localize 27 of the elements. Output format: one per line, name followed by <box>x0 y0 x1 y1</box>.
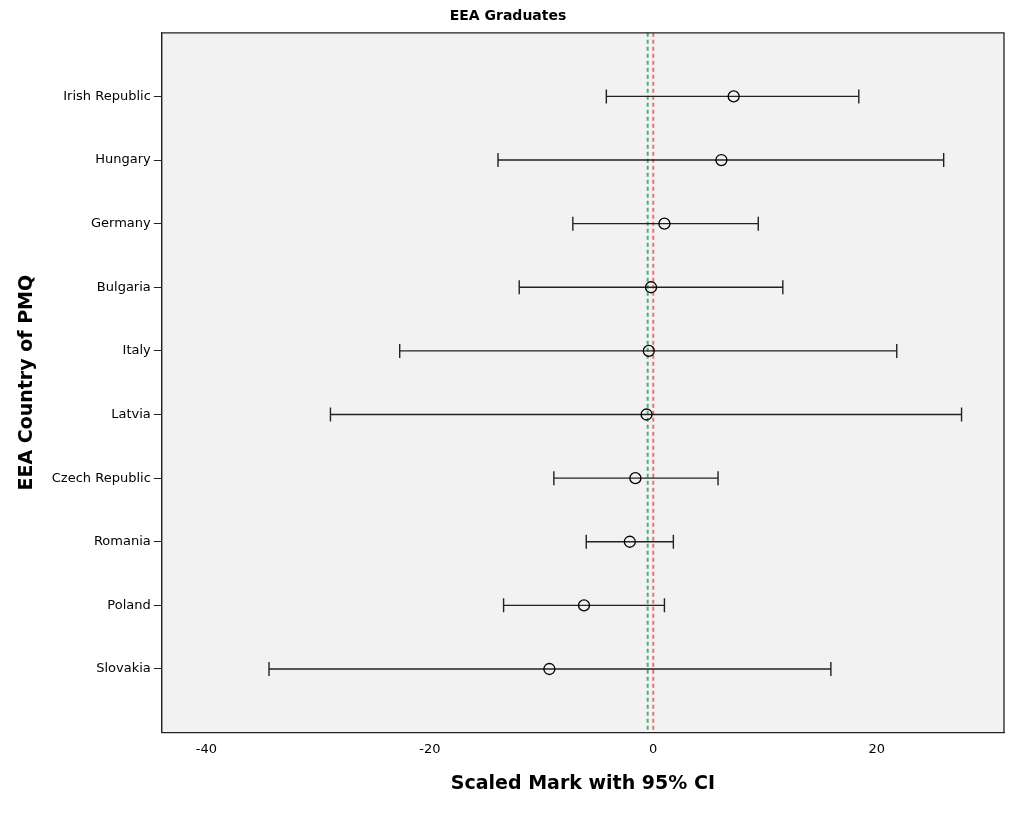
point <box>640 408 653 421</box>
point <box>629 471 642 485</box>
x-tick-label: 20 <box>868 740 885 756</box>
y-tick-label: Romania <box>93 533 151 549</box>
y-tick-label: Slovakia <box>96 660 151 676</box>
y-tick-label: Latvia <box>111 405 151 421</box>
point <box>715 153 728 167</box>
y-tick-label: Hungary <box>95 151 152 167</box>
y-tick-label: Italy <box>122 342 152 358</box>
x-tick-label: -40 <box>195 740 218 756</box>
x-axis-title: Scaled Mark with 95% CI <box>450 770 715 793</box>
point <box>577 599 591 612</box>
point <box>644 281 658 294</box>
point <box>727 90 740 103</box>
point <box>658 217 671 230</box>
x-tick-label: 0 <box>649 740 658 756</box>
point <box>623 535 636 548</box>
y-tick-label: Bulgaria <box>96 278 151 294</box>
point <box>543 662 556 676</box>
y-tick-label: Czech Republic <box>51 469 151 485</box>
y-tick-label: Poland <box>107 596 151 612</box>
y-tick-label: Irish Republic <box>63 87 151 103</box>
x-tick-label: -20 <box>419 740 441 756</box>
y-axis-title: EEA Country of PMQ <box>14 274 37 491</box>
y-tick-label: Germany <box>91 215 152 231</box>
point <box>642 344 655 358</box>
chart-title: EEA Graduates <box>449 7 567 24</box>
